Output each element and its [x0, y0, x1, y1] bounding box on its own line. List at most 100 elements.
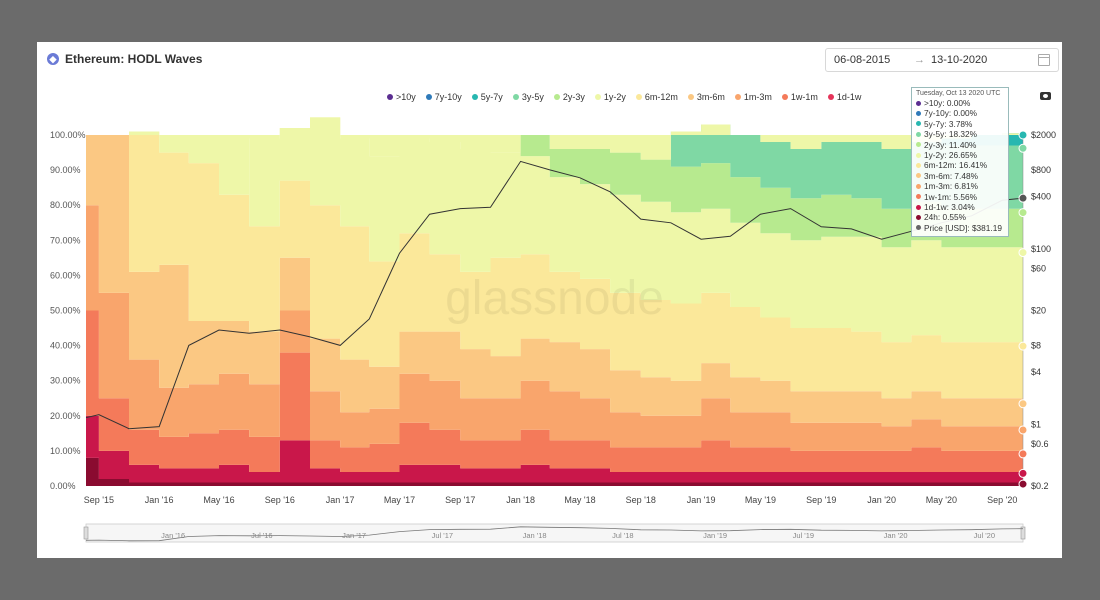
area-band-2y-3y [86, 117, 1023, 253]
legend-dot-icon [827, 94, 834, 100]
legend-label: 5y-7y [480, 92, 503, 102]
watermark: glassnode [445, 272, 664, 325]
y-tick-label: 40.00% [50, 341, 81, 351]
tooltip-dot-icon [916, 214, 921, 220]
chart-title-text: Ethereum: HODL Waves [65, 52, 203, 66]
tooltip-dot-icon [916, 121, 921, 127]
tooltip-dot-icon [916, 173, 921, 179]
legend-dot-icon [387, 94, 393, 100]
date-range-picker[interactable]: 06-08-2015 → 13-10-2020 [825, 48, 1059, 72]
legend-dot-icon [734, 94, 741, 100]
legend-dot-icon [781, 94, 788, 100]
legend-item[interactable]: 3y-5y [512, 92, 544, 102]
x-tick-label: Jan '16 [145, 495, 174, 505]
band-hover-marker [1018, 399, 1028, 409]
x-tick-label: Jan '20 [867, 495, 896, 505]
legend-item[interactable]: 1m-3m [734, 92, 772, 102]
price-tick-label: $0.6 [1031, 439, 1049, 449]
tooltip-row-label: >10y: 0.00% [924, 98, 971, 108]
legend-dot-icon [687, 94, 694, 100]
x-tick-label: May '18 [564, 495, 595, 505]
tooltip-row-label: 6m-12m: 16.41% [924, 160, 988, 171]
chart-panel: ◆ Ethereum: HODL Waves 06-08-2015 → 13-1… [37, 42, 1062, 558]
tooltip-row: >10y: 0.00% [916, 98, 1004, 108]
legend-label: >10y [396, 92, 416, 102]
band-hover-marker [1018, 341, 1028, 351]
y-tick-label: 30.00% [50, 376, 81, 386]
band-hover-marker [1018, 479, 1028, 489]
legend-label: 1w-1m [790, 92, 818, 102]
legend-dot-icon [553, 94, 560, 100]
legend-label: 3m-6m [696, 92, 725, 102]
legend-label: 2y-3y [562, 92, 585, 102]
x-tick-label: Sep '20 [987, 495, 1017, 505]
band-hover-marker [1018, 468, 1028, 478]
legend-item[interactable]: 3m-6m [687, 92, 725, 102]
navigator-tick-label: Jul '17 [432, 531, 453, 540]
tooltip-row-label: 24h: 0.55% [924, 212, 966, 223]
legend-item[interactable]: 5y-7y [471, 92, 503, 102]
navigator-tick-label: Jan '18 [523, 531, 547, 540]
y-tick-label: 90.00% [50, 165, 81, 175]
tooltip-row: Price [USD]: $381.19 [916, 223, 1004, 233]
price-tick-label: $60 [1031, 264, 1046, 274]
tooltip-row: 2y-3y: 11.40% [916, 140, 1004, 150]
camera-icon[interactable] [1040, 92, 1051, 100]
x-tick-label: Sep '18 [626, 495, 656, 505]
legend-item[interactable]: 2y-3y [553, 92, 585, 102]
tooltip-row: 1d-1w: 3.04% [916, 202, 1004, 212]
y-tick-label: 100.00% [50, 130, 86, 140]
x-tick-label: May '16 [203, 495, 234, 505]
tooltip-row-label: 3m-6m: 7.48% [924, 170, 978, 181]
calendar-icon[interactable] [1038, 54, 1050, 66]
price-tick-label: $100 [1031, 244, 1051, 254]
legend-label: 3y-5y [521, 92, 544, 102]
legend-dot-icon [471, 94, 478, 100]
tooltip-row: 1w-1m: 5.56% [916, 192, 1004, 202]
x-tick-label: Sep '19 [806, 495, 836, 505]
y-tick-label: 10.00% [50, 446, 81, 456]
legend-item[interactable]: >10y [387, 92, 416, 102]
navigator-tick-label: Jul '16 [251, 531, 272, 540]
legend-item[interactable]: 1y-2y [594, 92, 626, 102]
band-hover-marker [1018, 130, 1028, 140]
legend-label: 1d-1w [836, 92, 862, 102]
legend-dot-icon [425, 94, 432, 100]
legend-item[interactable]: 6m-12m [635, 92, 678, 102]
area-band-6m-12m [86, 131, 1023, 404]
chart-legend: >10y 7y-10y 5y-7y 3y-5y 2y-3y 1y-2y 6m-12m 3m-6… [387, 92, 861, 102]
x-tick-label: May '20 [926, 495, 957, 505]
price-hover-marker [1018, 193, 1028, 203]
navigator-tick-label: Jan '17 [342, 531, 366, 540]
tooltip-row: 5y-7y: 3.78% [916, 119, 1004, 129]
price-tick-label: $0.2 [1031, 481, 1049, 491]
x-tick-label: Sep '17 [445, 495, 475, 505]
band-hover-marker [1018, 425, 1028, 435]
tooltip-row-label: 5y-7y: 3.78% [924, 118, 973, 129]
legend-dot-icon [635, 94, 642, 100]
tooltip-dot-icon [916, 225, 921, 231]
tooltip-dot-icon [916, 100, 921, 106]
area-band-24h [86, 457, 1023, 486]
legend-item[interactable]: 1w-1m [781, 92, 818, 102]
tooltip-row: 7y-10y: 0.00% [916, 108, 1004, 118]
tooltip-row-label: Price [USD]: $381.19 [924, 222, 1002, 233]
date-from[interactable]: 06-08-2015 [834, 54, 891, 66]
tooltip-dot-icon [916, 131, 921, 137]
tooltip-dot-icon [916, 204, 921, 210]
date-to[interactable]: 13-10-2020 [931, 54, 988, 66]
tooltip-row-label: 7y-10y: 0.00% [924, 108, 978, 119]
navigator-tick-label: Jul '19 [793, 531, 814, 540]
chart-svg: glassnode 0.00% 10.00% 20.00% 30.00% 40.00% 50… [50, 117, 1056, 543]
area-band-3m-6m [86, 135, 1023, 430]
chart-tooltip: Tuesday, Oct 13 2020 UTC >10y: 0.00% 7y-1… [911, 87, 1009, 237]
y-tick-label: 50.00% [50, 306, 81, 316]
legend-item[interactable]: 7y-10y [425, 92, 462, 102]
tooltip-rows: >10y: 0.00% 7y-10y: 0.00% 5y-7y: 3.78% 3y-5… [916, 98, 1004, 233]
arrow-right-icon: → [914, 54, 925, 66]
tooltip-row-label: 1d-1w: 3.04% [924, 201, 975, 212]
area-band-3y-5y [86, 117, 1023, 213]
eth-icon: ◆ [47, 53, 59, 65]
legend-item[interactable]: 1d-1w [827, 92, 862, 102]
tooltip-row-label: 3y-5y: 18.32% [924, 129, 978, 140]
